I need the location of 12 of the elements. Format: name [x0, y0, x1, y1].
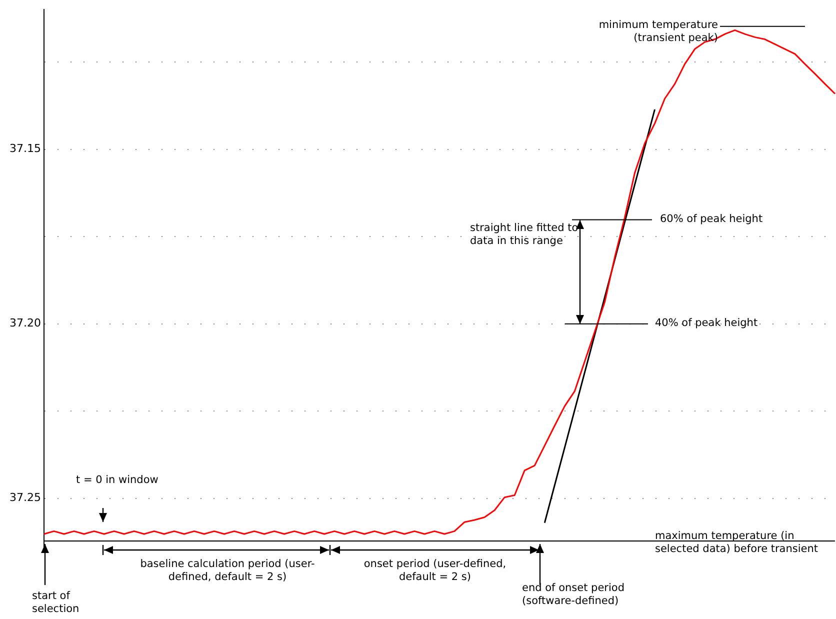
text: onset period (user-defined, default = 2 s): [364, 558, 506, 583]
ref-line-label: 60% of peak height: [660, 212, 763, 226]
ref-line-label: 40% of peak height: [655, 316, 758, 330]
text: start of selection: [32, 590, 80, 616]
annotation: t = 0 in window: [76, 474, 160, 487]
ref-line-label: minimum temperature (transient peak): [598, 19, 718, 46]
ref-line-label: maximum temperature (in selected data) before transient: [655, 530, 820, 556]
y-tick-label: 37.20: [10, 316, 41, 330]
text: baseline calculation period (user-defined, default = 2 s): [139, 558, 316, 584]
y-tick-label: 37.15: [10, 142, 41, 156]
y-tick-label: 37.25: [10, 491, 41, 504]
text: end of onset period (software-defined): [522, 582, 626, 608]
